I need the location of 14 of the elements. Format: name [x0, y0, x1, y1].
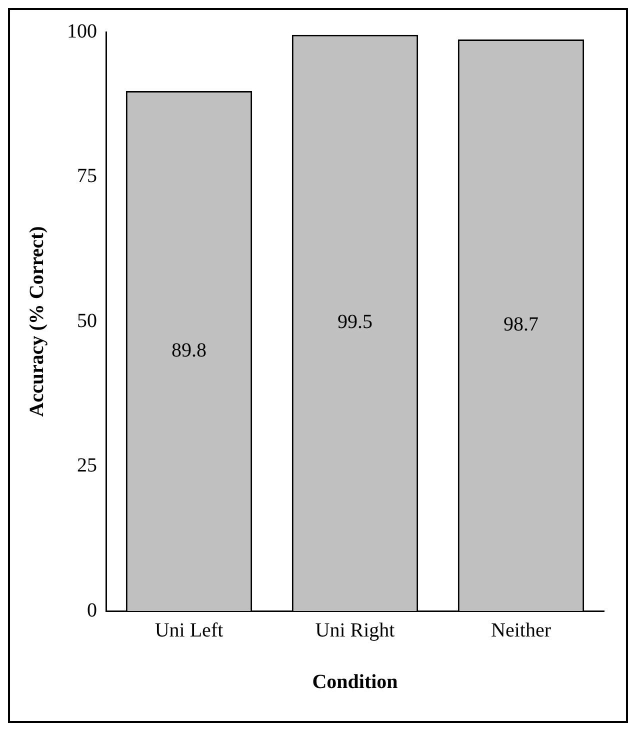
y-tick-label: 25 [77, 454, 97, 476]
data-label: 98.7 [504, 314, 538, 336]
data-label: 89.8 [172, 339, 206, 362]
x-axis-title: Condition [312, 671, 398, 694]
x-tick-label: Uni Left [154, 619, 224, 642]
page-frame: Condition Accuracy (% Correct) Uni Left Uni Right Neither 0 25 50 75 100 89.8 99.5 98.7 [8, 8, 628, 723]
y-tick-label: 0 [87, 599, 97, 622]
x-tick-label: Uni Right [315, 619, 396, 642]
y-tick-label: 100 [67, 20, 97, 42]
y-tick-label: 75 [77, 165, 97, 187]
x-tick-label: Neither [491, 619, 552, 642]
y-tick-label: 50 [77, 310, 97, 332]
y-axis-title: Accuracy (% Correct) [26, 226, 48, 417]
data-label: 99.5 [338, 311, 372, 334]
